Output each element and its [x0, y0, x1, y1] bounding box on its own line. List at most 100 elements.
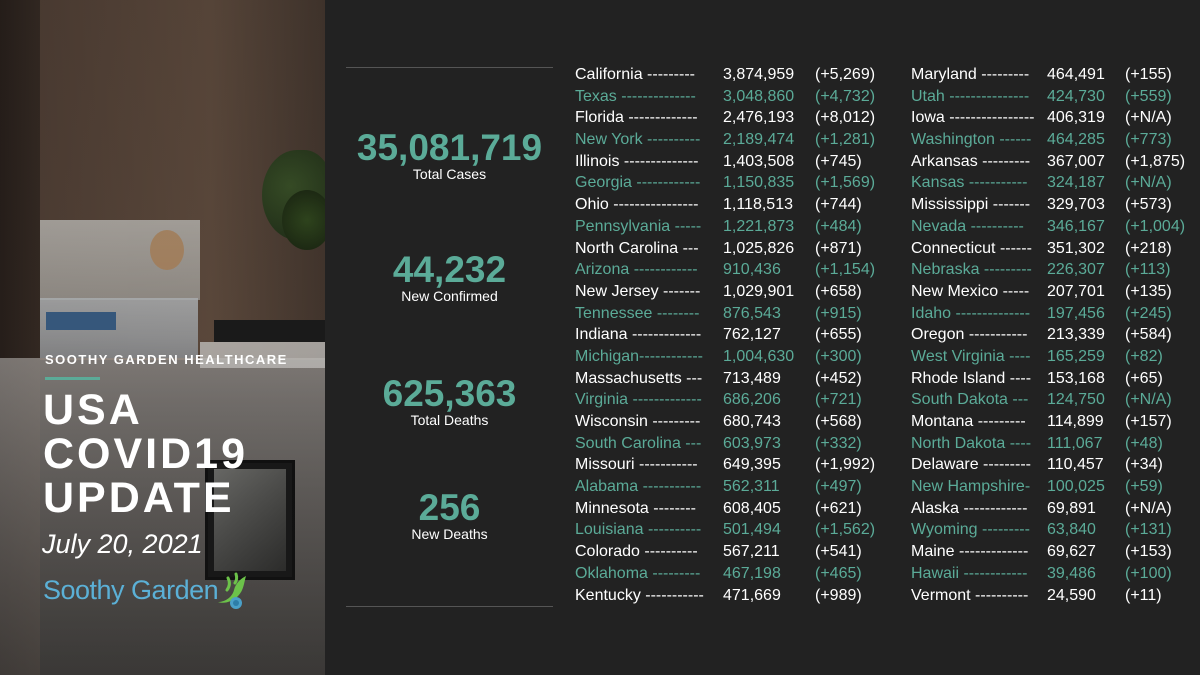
state-name: Ohio ---------------- [575, 196, 699, 214]
state-row: South Carolina --- 603,973 (+332) [575, 433, 895, 455]
state-row: Texas -------------- 3,048,860 (+4,732) [575, 86, 895, 108]
headline-line: UPDATE [43, 474, 235, 522]
state-name: California --------- [575, 66, 695, 83]
state-change: (+4,732) [815, 87, 876, 105]
state-change: (+218) [1125, 239, 1172, 257]
headline: USA COVID19 UPDATE [43, 388, 248, 520]
state-total: 1,029,901 [723, 282, 795, 300]
state-change: (+1,562) [815, 521, 876, 539]
state-change: (+N/A) [1125, 391, 1172, 409]
state-total: 603,973 [723, 434, 781, 452]
leaf-icon [214, 572, 248, 615]
state-row: Delaware --------- 110,457 (+34) [911, 454, 1200, 476]
state-total: 876,543 [723, 304, 781, 322]
state-name: Indiana ------------- [575, 326, 702, 344]
state-total: 197,456 [1047, 304, 1105, 322]
state-row: Wisconsin --------- 680,743 (+568) [575, 411, 895, 433]
state-name: Delaware --------- [911, 456, 1031, 474]
state-name: Idaho -------------- [911, 304, 1031, 322]
state-total: 3,048,860 [723, 87, 795, 105]
state-name: Colorado ---------- [575, 543, 698, 561]
state-change: (+568) [815, 413, 862, 430]
state-change: (+655) [815, 326, 862, 344]
state-change: (+157) [1125, 413, 1172, 430]
summary-top-divider [346, 67, 553, 68]
state-row: Arkansas --------- 367,007 (+1,875) [911, 151, 1200, 173]
mask-box-image [40, 220, 200, 300]
state-change: (+541) [815, 543, 862, 561]
state-change: (+113) [1125, 261, 1171, 279]
state-total: 2,476,193 [723, 109, 795, 127]
stat-value: 44,232 [392, 249, 507, 290]
state-change: (+452) [815, 369, 862, 387]
state-name: Oklahoma --------- [575, 564, 701, 582]
state-change: (+621) [815, 499, 862, 517]
state-change: (+559) [1125, 87, 1172, 105]
face-mask-box-image [40, 298, 198, 358]
state-row: Arizona ------------ 910,436 (+1,154) [575, 259, 895, 281]
state-row: South Dakota --- 124,750 (+N/A) [911, 389, 1200, 411]
state-row: Oregon ----------- 213,339 (+584) [911, 324, 1200, 346]
state-row: Alabama ----------- 562,311 (+497) [575, 476, 895, 498]
state-row: Nevada ---------- 346,167 (+1,004) [911, 216, 1200, 238]
state-name: New Hampshire- [911, 478, 1031, 496]
state-total: 471,669 [723, 586, 781, 604]
state-row: Mississippi ------- 329,703 (+573) [911, 194, 1200, 216]
state-row: Washington ------ 464,285 (+773) [911, 129, 1200, 151]
logo-text: Soothy Garden [43, 574, 219, 605]
state-change: (+658) [815, 282, 862, 300]
report-date: July 20, 2021 [42, 529, 203, 559]
state-name: West Virginia ---- [911, 347, 1031, 365]
state-row: Georgia ------------ 1,150,835 (+1,569) [575, 172, 895, 194]
state-row: Wyoming --------- 63,840 (+131) [911, 519, 1200, 541]
state-name: Wyoming --------- [911, 521, 1030, 539]
brand-name: SOOTHY GARDEN HEALTHCARE [45, 352, 288, 367]
state-name: Arizona ------------ [575, 261, 698, 279]
state-total: 1,118,513 [723, 196, 793, 214]
state-row: New York ---------- 2,189,474 (+1,281) [575, 129, 895, 151]
state-row: Maryland --------- 464,491 (+155) [911, 64, 1200, 86]
state-row: California --------- 3,874,959 (+5,269) [575, 64, 895, 86]
state-change: (+744) [815, 196, 862, 214]
state-change: (+1,281) [815, 131, 876, 149]
state-name: Minnesota -------- [575, 499, 696, 517]
state-name: New Mexico ----- [911, 282, 1030, 300]
state-total: 608,405 [723, 499, 781, 517]
state-name: Rhode Island ---- [911, 369, 1032, 387]
state-row: Connecticut ------ 351,302 (+218) [911, 238, 1200, 260]
state-total: 649,395 [723, 456, 781, 474]
states-table-left: California --------- 3,874,959 (+5,269) Tex… [575, 64, 895, 606]
state-total: 124,750 [1047, 391, 1105, 409]
state-change: (+745) [815, 152, 862, 170]
state-name: Arkansas --------- [911, 152, 1031, 170]
state-total: 567,211 [723, 543, 780, 561]
state-change: (+N/A) [1125, 109, 1172, 127]
state-name: Kentucky ----------- [575, 586, 704, 604]
state-total: 910,436 [723, 261, 781, 279]
state-change: (+721) [815, 391, 862, 409]
stat-value: 35,081,719 [356, 127, 543, 168]
stat-value: 625,363 [382, 373, 517, 414]
state-row: Louisiana ---------- 501,494 (+1,562) [575, 519, 895, 541]
state-total: 213,339 [1047, 326, 1105, 344]
state-total: 324,187 [1047, 174, 1105, 192]
state-total: 351,302 [1047, 239, 1105, 257]
state-name: South Carolina --- [575, 434, 702, 452]
state-name: Nebraska --------- [911, 261, 1032, 279]
state-row: Alaska ------------ 69,891 (+N/A) [911, 498, 1200, 520]
state-row: Maine ------------- 69,627 (+153) [911, 541, 1200, 563]
state-total: 713,489 [723, 369, 781, 387]
state-change: (+11) [1125, 586, 1162, 604]
state-name: Hawaii ------------ [911, 564, 1028, 582]
state-row: Michigan------------ 1,004,630 (+300) [575, 346, 895, 368]
state-row: New Hampshire- 100,025 (+59) [911, 476, 1200, 498]
state-row: Kansas ----------- 324,187 (+N/A) [911, 172, 1200, 194]
picture-frame-image [205, 460, 295, 580]
state-name: Alaska ------------ [911, 499, 1028, 517]
state-row: Colorado ---------- 567,211 (+541) [575, 541, 895, 563]
state-total: 114,899 [1047, 413, 1104, 430]
state-total: 467,198 [723, 564, 781, 582]
state-name: New York ---------- [575, 131, 701, 149]
state-name: Virginia ------------- [575, 391, 702, 409]
state-total: 207,701 [1047, 282, 1105, 300]
